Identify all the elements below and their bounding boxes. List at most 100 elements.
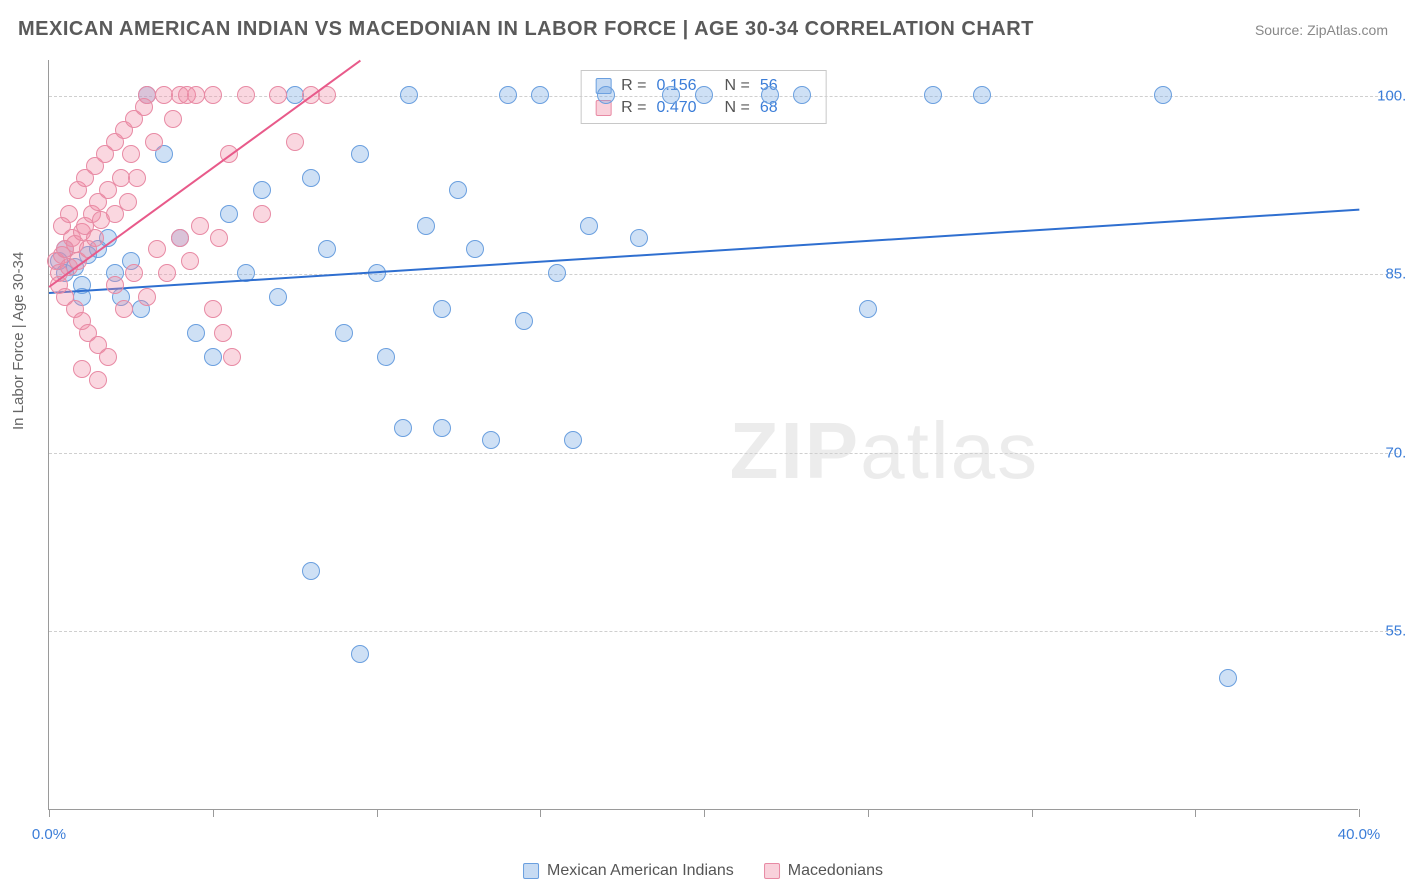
x-tick-label: 40.0% [1338,826,1381,843]
data-point [89,371,107,389]
data-point [187,324,205,342]
x-tick [1195,809,1196,817]
data-point [433,419,451,437]
data-point [253,205,271,223]
data-point [115,300,133,318]
title-bar: MEXICAN AMERICAN INDIAN VS MACEDONIAN IN… [18,18,1388,41]
y-tick-label: 70.0% [1385,444,1406,461]
data-point [761,86,779,104]
data-point [158,264,176,282]
data-point [482,431,500,449]
y-tick-label: 85.0% [1385,266,1406,283]
data-point [145,133,163,151]
data-point [662,86,680,104]
data-point [106,276,124,294]
data-point [214,324,232,342]
data-point [417,217,435,235]
x-tick [49,809,50,817]
y-tick-label: 55.0% [1385,623,1406,640]
data-point [597,86,615,104]
data-point [119,193,137,211]
data-point [148,240,166,258]
data-point [122,145,140,163]
data-point [223,348,241,366]
data-point [253,181,271,199]
data-point [138,288,156,306]
data-point [135,98,153,116]
data-point [302,169,320,187]
data-point [548,264,566,282]
data-point [286,133,304,151]
data-point [191,217,209,235]
data-point [187,86,205,104]
r-prefix: R = [621,99,646,117]
data-point [335,324,353,342]
data-point [125,264,143,282]
y-axis-label: In Labor Force | Age 30-34 [10,252,27,430]
data-point [99,348,117,366]
x-tick [704,809,705,817]
data-point [377,348,395,366]
x-tick [1032,809,1033,817]
data-point [269,86,287,104]
data-point [86,229,104,247]
data-point [302,562,320,580]
x-tick [1359,809,1360,817]
data-point [204,300,222,318]
data-point [449,181,467,199]
data-point [204,348,222,366]
scatter-plot: R = 0.156 N = 56 R = 0.470 N = 68 ZIPatl… [48,60,1358,810]
legend-item-series1: Mexican American Indians [523,862,734,880]
source-label: Source: ZipAtlas.com [1255,22,1388,38]
data-point [630,229,648,247]
data-point [155,86,173,104]
data-point [171,229,189,247]
data-point [220,205,238,223]
data-point [181,252,199,270]
data-point [237,86,255,104]
data-point [859,300,877,318]
data-point [60,205,78,223]
data-point [564,431,582,449]
data-point [394,419,412,437]
data-point [515,312,533,330]
x-tick [213,809,214,817]
data-point [351,145,369,163]
data-point [433,300,451,318]
data-point [924,86,942,104]
data-point [1154,86,1172,104]
data-point [580,217,598,235]
data-point [793,86,811,104]
watermark: ZIPatlas [730,405,1039,497]
data-point [466,240,484,258]
data-point [351,645,369,663]
x-tick [377,809,378,817]
data-point [1219,669,1237,687]
data-point [400,86,418,104]
data-point [112,169,130,187]
x-tick [540,809,541,817]
gridline [49,453,1398,454]
chart-title: MEXICAN AMERICAN INDIAN VS MACEDONIAN IN… [18,18,1034,41]
n-prefix: N = [725,99,750,117]
legend-label-series1: Mexican American Indians [547,862,734,880]
data-point [318,240,336,258]
trendline-s1 [49,209,1359,294]
data-point [210,229,228,247]
r-prefix: R = [621,77,646,95]
data-point [164,110,182,128]
legend-item-series2: Macedonians [764,862,883,880]
y-tick-label: 100.0% [1377,87,1406,104]
x-tick-label: 0.0% [32,826,66,843]
data-point [695,86,713,104]
legend-swatch-series1 [523,863,539,879]
data-point [204,86,222,104]
n-prefix: N = [725,77,750,95]
x-tick [868,809,869,817]
data-point [73,360,91,378]
gridline [49,631,1398,632]
data-point [531,86,549,104]
data-point [128,169,146,187]
data-point [499,86,517,104]
data-point [973,86,991,104]
